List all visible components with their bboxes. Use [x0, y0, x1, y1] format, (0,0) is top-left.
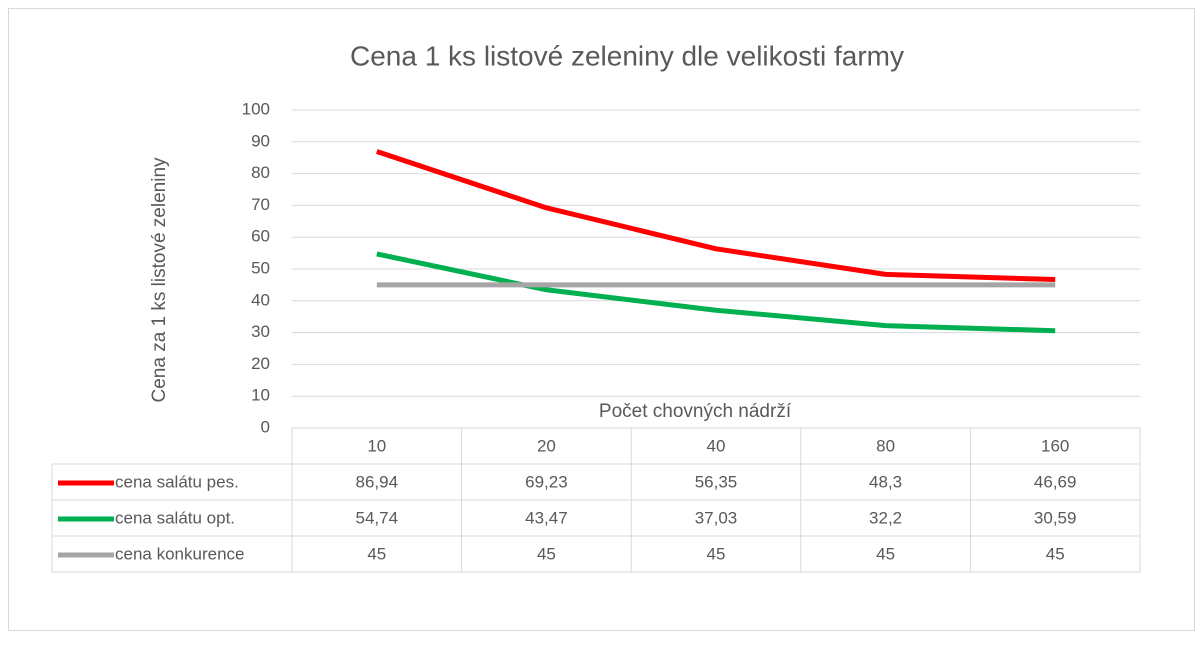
series-line — [376, 251, 1056, 334]
table-value: 54,74 — [356, 508, 399, 527]
table-value: 45 — [1046, 544, 1065, 563]
table-value: 45 — [707, 544, 726, 563]
table-value: 43,47 — [525, 508, 568, 527]
table-value: 45 — [367, 544, 386, 563]
table-value: 56,35 — [695, 472, 738, 491]
x-tick-label: 80 — [876, 436, 895, 455]
table-value: 86,94 — [356, 472, 399, 491]
y-tick-label: 20 — [251, 354, 270, 373]
table-value: 30,59 — [1034, 508, 1077, 527]
chart-border — [8, 8, 1195, 631]
legend-label: cena salátu pes. — [115, 472, 239, 491]
x-tick-label: 160 — [1041, 436, 1069, 455]
series-line — [376, 149, 1056, 283]
table-value: 46,69 — [1034, 472, 1077, 491]
table-value: 45 — [876, 544, 895, 563]
table-value: 37,03 — [695, 508, 738, 527]
chart-title: Cena 1 ks listové zeleniny dle velikosti… — [350, 40, 904, 71]
table-value: 32,2 — [869, 508, 902, 527]
y-tick-label: 90 — [251, 131, 270, 150]
x-tick-label: 40 — [707, 436, 726, 455]
x-tick-label: 10 — [367, 436, 386, 455]
y-tick-label: 10 — [251, 386, 270, 405]
table-value: 48,3 — [869, 472, 902, 491]
y-tick-label: 70 — [251, 195, 270, 214]
legend-label: cena salátu opt. — [115, 508, 235, 527]
y-tick-label: 0 — [261, 417, 270, 436]
x-tick-label: 20 — [537, 436, 556, 455]
y-tick-label: 60 — [251, 227, 270, 246]
y-tick-label: 50 — [251, 258, 270, 277]
y-tick-label: 40 — [251, 290, 270, 309]
y-axis-label: Cena za 1 ks listové zeleniny — [149, 157, 170, 403]
y-tick-label: 100 — [242, 99, 270, 118]
y-tick-label: 30 — [251, 322, 270, 341]
y-tick-label: 80 — [251, 163, 270, 182]
legend-label: cena konkurence — [115, 544, 244, 563]
table-value: 69,23 — [525, 472, 568, 491]
table-value: 45 — [537, 544, 556, 563]
x-axis-label: Počet chovných nádrží — [599, 401, 792, 422]
